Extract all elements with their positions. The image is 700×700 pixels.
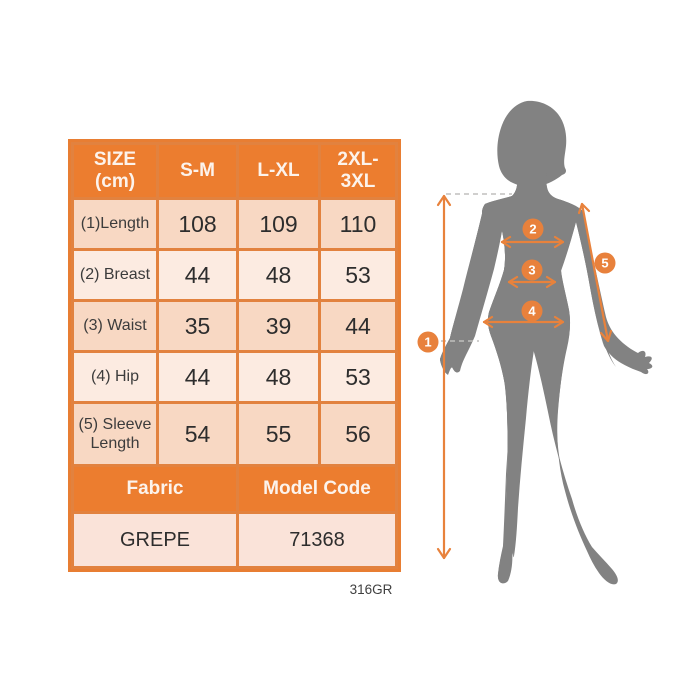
model-code-value: 71368 xyxy=(239,514,395,566)
woman-silhouette xyxy=(440,100,653,585)
measure-line-sleeve xyxy=(577,202,613,343)
sleeve-value-2xl-3xl: 56 xyxy=(321,404,395,464)
marker-waist: 3 xyxy=(521,259,543,281)
table-row-sleeve-length: (5) Sleeve Length 54 55 56 xyxy=(74,404,395,464)
col-header-2xl-3xl: 2XL-3XL xyxy=(321,145,395,197)
col-header-l-xl: L-XL xyxy=(239,145,318,197)
row-label-sleeve-length: (5) Sleeve Length xyxy=(74,404,156,464)
waist-value-2xl-3xl: 44 xyxy=(321,302,395,350)
silhouette-head xyxy=(497,100,567,187)
marker-length: 1 xyxy=(417,331,439,353)
table-row-hip: (4) Hip 44 48 53 xyxy=(74,353,395,401)
silhouette-mass xyxy=(440,173,653,585)
hip-value-l-xl: 48 xyxy=(239,353,318,401)
length-value-2xl-3xl: 110 xyxy=(321,200,395,248)
table-row-breast: (2) Breast 44 48 53 xyxy=(74,251,395,299)
marker-1-circle xyxy=(417,331,439,353)
size-chart-table: SIZE (cm) S-M L-XL 2XL-3XL (1)Length 108… xyxy=(68,139,401,572)
marker-4-circle xyxy=(521,300,543,322)
product-code-footnote: 316GR xyxy=(349,582,393,597)
fabric-header: Fabric xyxy=(74,467,236,511)
measure-line-waist xyxy=(507,275,557,289)
waist-value-l-xl: 39 xyxy=(239,302,318,350)
measure-line-length xyxy=(436,194,452,560)
marker-1-label: 1 xyxy=(424,335,431,350)
model-code-header: Model Code xyxy=(239,467,395,511)
sleeve-value-l-xl: 55 xyxy=(239,404,318,464)
length-value-s-m: 108 xyxy=(159,200,236,248)
row-label-hip: (4) Hip xyxy=(74,353,156,401)
row-label-waist: (3) Waist xyxy=(74,302,156,350)
marker-2-circle xyxy=(522,218,544,240)
breast-value-s-m: 44 xyxy=(159,251,236,299)
table-row-length: (1)Length 108 109 110 xyxy=(74,200,395,248)
hip-value-2xl-3xl: 53 xyxy=(321,353,395,401)
table-footer-header-row: Fabric Model Code xyxy=(74,467,395,511)
table-row-waist: (3) Waist 35 39 44 xyxy=(74,302,395,350)
measurement-figure: 1 2 3 4 5 xyxy=(417,100,653,585)
breast-value-l-xl: 48 xyxy=(239,251,318,299)
breast-value-2xl-3xl: 53 xyxy=(321,251,395,299)
marker-3-circle xyxy=(521,259,543,281)
marker-hip: 4 xyxy=(521,300,543,322)
marker-2-label: 2 xyxy=(529,222,536,237)
marker-3-label: 3 xyxy=(528,263,535,278)
hip-value-s-m: 44 xyxy=(159,353,236,401)
marker-5-label: 5 xyxy=(601,256,608,271)
waist-value-s-m: 35 xyxy=(159,302,236,350)
table-footer-value-row: GREPE 71368 xyxy=(74,514,395,566)
table-header-row: SIZE (cm) S-M L-XL 2XL-3XL xyxy=(74,145,395,197)
size-unit-header: SIZE (cm) xyxy=(74,145,156,197)
fabric-value: GREPE xyxy=(74,514,236,566)
row-label-breast: (2) Breast xyxy=(74,251,156,299)
sleeve-value-s-m: 54 xyxy=(159,404,236,464)
marker-sleeve: 5 xyxy=(594,252,616,274)
marker-breast: 2 xyxy=(522,218,544,240)
length-value-l-xl: 109 xyxy=(239,200,318,248)
measure-line-hip xyxy=(482,315,565,329)
marker-5-circle xyxy=(594,252,616,274)
marker-4-label: 4 xyxy=(528,304,536,319)
row-label-length: (1)Length xyxy=(74,200,156,248)
col-header-s-m: S-M xyxy=(159,145,236,197)
measure-line-breast xyxy=(500,235,565,249)
